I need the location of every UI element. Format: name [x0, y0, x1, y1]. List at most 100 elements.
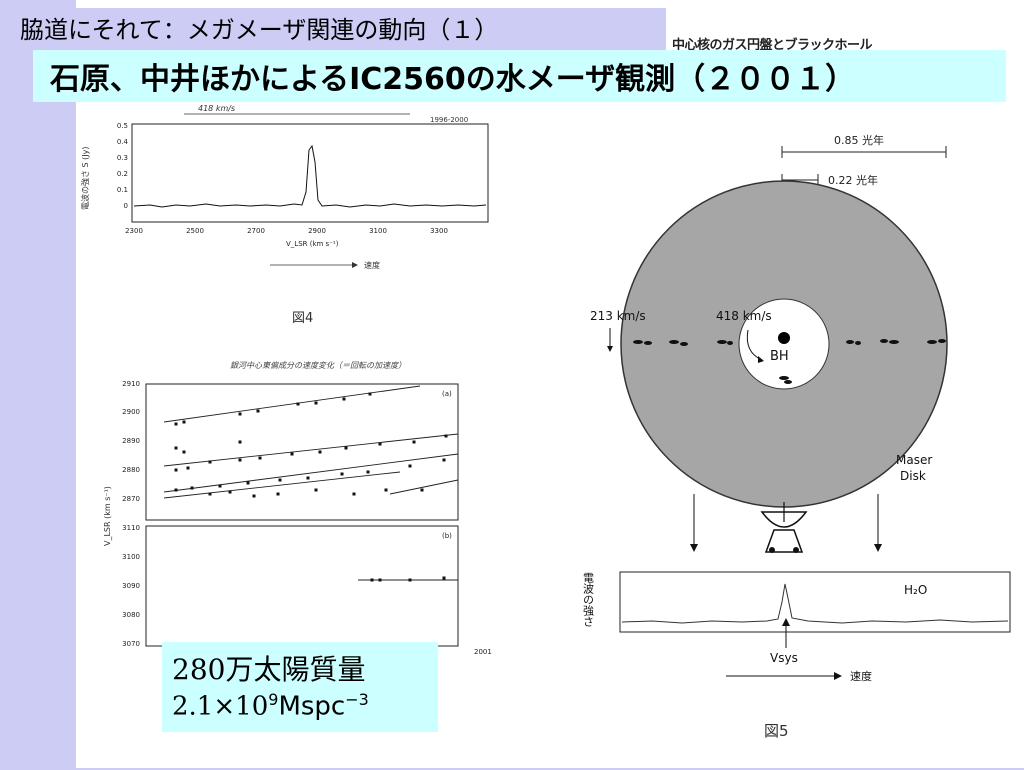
drift-point [344, 446, 348, 450]
spectrum-frame [131, 123, 489, 223]
drift-point [174, 488, 178, 492]
y-tick: 0.1 [117, 186, 128, 194]
scale-085-label: 0.85 光年 [834, 133, 884, 147]
cut-off-heading: 中心核のガス円盤とブラックホール [672, 38, 873, 52]
drift-point [208, 460, 212, 464]
x-tick: 2700 [247, 227, 265, 235]
year-label: 2001 [474, 648, 492, 656]
x-tick: 3100 [369, 227, 387, 235]
slide-subtitle: 石原、中井ほかによるIC2560の水メーザ観測（２００１） [50, 62, 856, 97]
drift-point [314, 401, 318, 405]
drift-point [368, 392, 372, 396]
mass-number: 280 [172, 653, 226, 686]
drift-point [218, 484, 222, 488]
drift-point [378, 442, 382, 446]
drift-lines [163, 385, 459, 581]
drift-point [174, 468, 178, 472]
drift-point [208, 492, 212, 496]
disk-label-disk: Disk [900, 469, 926, 483]
drift-point [384, 488, 388, 492]
observed-spectrum-line [621, 583, 1009, 624]
panel-b-label: (b) [442, 532, 452, 540]
y-axis-label: 電波の強さ S (Jy) [80, 147, 90, 211]
radio-telescope-icon [760, 502, 808, 553]
disk-schematic-figure: 0.85 光年 0.22 光年 BH 213 km/s 418 km/s [512, 102, 1018, 764]
drift-point [174, 446, 178, 450]
drift-point [256, 409, 260, 413]
mass-box [162, 642, 438, 732]
a-tick: 2900 [122, 408, 140, 416]
velocity-ylabel: V_LSR (km s⁻¹) [103, 486, 112, 546]
intensity-label: 電波の強さ [582, 572, 595, 627]
slide-title: 脇道にそれて：メガメーザ関連の動向（１） [20, 16, 499, 44]
figure5-caption: 図5 [764, 722, 789, 740]
drift-point [370, 578, 374, 582]
a-tick: 2880 [122, 466, 140, 474]
spectrum-figure: 418 km/s 1996-2000 0.5 0.4 0.3 0.2 0.1 0… [80, 102, 510, 354]
drift-point [238, 412, 242, 416]
drift-point [238, 458, 242, 462]
x-tick: 2300 [125, 227, 143, 235]
y-tick: 0.2 [117, 170, 128, 178]
panel-b-frame [145, 525, 459, 647]
drift-point [318, 450, 322, 454]
density-exponent: 9 [268, 690, 279, 709]
drift-point [340, 472, 344, 476]
x-tick: 3300 [430, 227, 448, 235]
density-unit: Mspc [278, 691, 346, 722]
b-tick: 3080 [122, 611, 140, 619]
drift-point [258, 456, 262, 460]
drift-point [412, 440, 416, 444]
mass-value: 280万太陽質量 [172, 648, 365, 688]
drift-point [342, 397, 346, 401]
drift-point [444, 434, 448, 438]
panel-a-label: (a) [442, 390, 452, 398]
a-tick: 2890 [122, 437, 140, 445]
drift-point [408, 464, 412, 468]
y-tick: 0.5 [117, 122, 128, 130]
y-tick: 0.4 [117, 138, 129, 146]
drift-point [296, 402, 300, 406]
b-tick: 3100 [122, 553, 140, 561]
figure-caption: 図4 [292, 311, 313, 326]
drift-point [442, 576, 446, 580]
speed-label-fig5: 速度 [850, 669, 872, 683]
density-times: × [213, 691, 236, 722]
spectrum-figure-svg: 418 km/s 1996-2000 0.5 0.4 0.3 0.2 0.1 0… [80, 104, 489, 326]
black-hole-dot [778, 332, 790, 344]
panel-a-frame [145, 383, 459, 521]
drift-point [246, 481, 250, 485]
h2o-label: H₂O [904, 583, 927, 597]
disk-label-maser: Maser [896, 453, 932, 467]
drift-point [174, 422, 178, 426]
span-label: 418 km/s [198, 104, 235, 113]
drift-point [228, 490, 232, 494]
a-tick: 2870 [122, 495, 140, 503]
drift-point [190, 486, 194, 490]
x-tick: 2500 [186, 227, 204, 235]
speed-label: 速度 [364, 260, 380, 270]
drift-point [182, 420, 186, 424]
drift-point [366, 470, 370, 474]
density-base: 10 [235, 691, 269, 722]
outer-speed-label: 213 km/s [590, 309, 646, 323]
drift-point [238, 440, 242, 444]
disk-schematic-svg: 0.85 光年 0.22 光年 BH 213 km/s 418 km/s [582, 133, 1011, 740]
scale-022-label: 0.22 光年 [828, 173, 878, 187]
spectrum-line [133, 144, 487, 208]
drift-point [278, 478, 282, 482]
b-tick: 3090 [122, 582, 140, 590]
y-tick: 0 [124, 202, 128, 210]
density-number: 2.1 [172, 691, 214, 722]
x-axis-label: V_LSR (km s⁻¹) [286, 240, 339, 248]
subtitle-box [33, 50, 1006, 102]
density-value: 2.1×109Mspc−3 [172, 690, 369, 722]
drift-point [420, 488, 424, 492]
drift-point [276, 492, 280, 496]
inner-speed-label: 418 km/s [716, 309, 772, 323]
drift-points [174, 392, 448, 582]
bh-label: BH [770, 349, 789, 364]
mass-unit-text: 万太陽質量 [225, 653, 366, 686]
vsys-label: Vsys [770, 651, 798, 665]
drift-point [182, 450, 186, 454]
